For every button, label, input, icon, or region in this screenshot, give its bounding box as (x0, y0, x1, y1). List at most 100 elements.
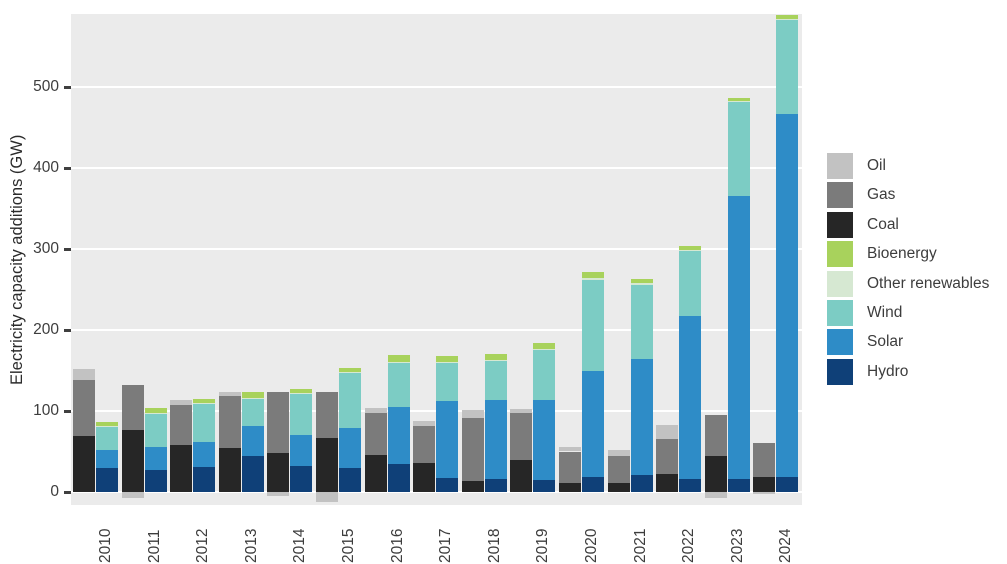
segment-solar-2022 (679, 316, 702, 480)
legend-swatch-solar (827, 329, 853, 356)
x-tick-label-2011: 2011 (145, 529, 163, 563)
segment-coal-2019 (510, 459, 533, 492)
segment-wind-2020 (582, 279, 604, 372)
segment-wind-2023 (727, 101, 750, 197)
segment-bioenergy-2015 (339, 368, 361, 373)
segment-coal-2013 (218, 448, 241, 492)
x-tick-label-2015: 2015 (340, 528, 357, 563)
segment-bioenergy-2019 (533, 342, 556, 349)
y-tick-mark (64, 410, 71, 413)
segment-solar-2012 (193, 441, 216, 467)
segment-coal-2016 (364, 454, 387, 492)
segment-solar-2020 (582, 371, 604, 478)
y-tick-label-100: 100 (33, 402, 59, 419)
segment-coal-2022 (656, 474, 679, 492)
segment-solar-2016 (387, 406, 410, 464)
legend-label-hydro: Hydro (867, 362, 909, 380)
legend-label-gas: Gas (867, 186, 896, 204)
plot-area (71, 14, 802, 505)
segment-wind-2022 (679, 251, 702, 317)
x-tick-label-2017: 2017 (437, 528, 455, 563)
segment-gas-2013 (218, 395, 241, 449)
y-tick-mark (64, 167, 71, 170)
segment-oil-2021 (607, 449, 630, 457)
y-tick-label-200: 200 (33, 321, 59, 338)
legend-swatch-hydro (827, 358, 853, 385)
x-tick-label-2010: 2010 (97, 528, 114, 563)
segment-hydro-2018 (484, 479, 507, 492)
segment-oil-2011 (121, 492, 144, 498)
segment-hydro-2017 (436, 478, 459, 492)
x-tick-label-2014: 2014 (291, 528, 309, 563)
legend-swatch-oil (827, 153, 853, 179)
segment-bioenergy-2010 (96, 421, 118, 426)
x-tick-label-2013: 2013 (242, 528, 260, 563)
segment-solar-2010 (96, 449, 118, 468)
segment-gas-2011 (121, 385, 144, 431)
segment-other-renewables-2015 (339, 372, 361, 373)
segment-oil-2019 (510, 409, 533, 414)
segment-solar-2018 (484, 400, 507, 480)
y-tick-label-0: 0 (50, 483, 59, 500)
segment-solar-2023 (727, 196, 750, 480)
segment-wind-2017 (436, 362, 459, 402)
segment-coal-2024 (753, 476, 776, 492)
x-tick-label-2016: 2016 (388, 528, 406, 563)
segment-solar-2015 (339, 428, 361, 468)
segment-hydro-2012 (193, 466, 216, 492)
segment-bioenergy-2012 (193, 398, 216, 403)
segment-wind-2012 (193, 403, 216, 442)
segment-other-renewables-2023 (727, 100, 750, 102)
segment-coal-2012 (170, 445, 193, 492)
segment-coal-2015 (316, 437, 338, 492)
y-tick-label-500: 500 (33, 78, 59, 95)
segment-wind-2015 (339, 372, 361, 428)
segment-hydro-2016 (387, 463, 410, 492)
segment-coal-2023 (704, 456, 727, 492)
segment-gas-2020 (559, 451, 581, 484)
segment-other-renewables-2024 (776, 18, 799, 20)
segment-bioenergy-2020 (582, 272, 604, 279)
legend-label-solar: Solar (867, 333, 904, 351)
segment-gas-2023 (704, 415, 727, 457)
x-tick-label-2021: 2021 (631, 528, 649, 563)
segment-other-renewables-2021 (630, 283, 653, 285)
segment-oil-2023 (704, 492, 727, 499)
segment-wind-2013 (241, 398, 264, 427)
segment-bioenergy-2013 (241, 391, 264, 399)
segment-other-renewables-2012 (193, 402, 216, 404)
x-tick-label-2012: 2012 (194, 528, 212, 563)
segment-wind-2019 (533, 349, 556, 400)
segment-oil-2018 (461, 410, 484, 419)
segment-solar-2013 (241, 426, 264, 457)
gridline-400 (71, 167, 802, 169)
gridline-0 (71, 491, 802, 493)
x-tick-label-2020: 2020 (583, 528, 600, 563)
segment-other-renewables-2019 (533, 348, 556, 350)
x-tick-label-2023: 2023 (728, 528, 746, 563)
segment-wind-2021 (630, 284, 653, 360)
segment-hydro-2011 (144, 470, 167, 492)
legend-label-other-renewables: Other renewables (867, 274, 990, 292)
y-tick-label-300: 300 (33, 240, 59, 257)
legend-label-bioenergy: Bioenergy (867, 245, 937, 263)
segment-coal-2020 (559, 483, 581, 492)
segment-gas-2019 (510, 413, 533, 460)
segment-solar-2011 (144, 446, 167, 471)
segment-wind-2024 (776, 19, 799, 114)
segment-bioenergy-2016 (387, 355, 410, 362)
segment-bioenergy-2011 (144, 407, 167, 413)
x-tick-label-2019: 2019 (534, 528, 552, 563)
gridline-300 (71, 248, 802, 250)
segment-hydro-2023 (727, 479, 750, 492)
segment-other-renewables-2010 (96, 425, 118, 427)
segment-coal-2021 (607, 483, 630, 492)
y-tick-mark (64, 248, 71, 251)
segment-hydro-2015 (339, 467, 361, 492)
segment-other-renewables-2011 (144, 412, 167, 414)
segment-bioenergy-2021 (630, 278, 653, 284)
legend-swatch-wind (827, 300, 853, 326)
segment-coal-2010 (73, 436, 95, 492)
segment-oil-2012 (170, 399, 193, 406)
segment-oil-2022 (656, 424, 679, 439)
